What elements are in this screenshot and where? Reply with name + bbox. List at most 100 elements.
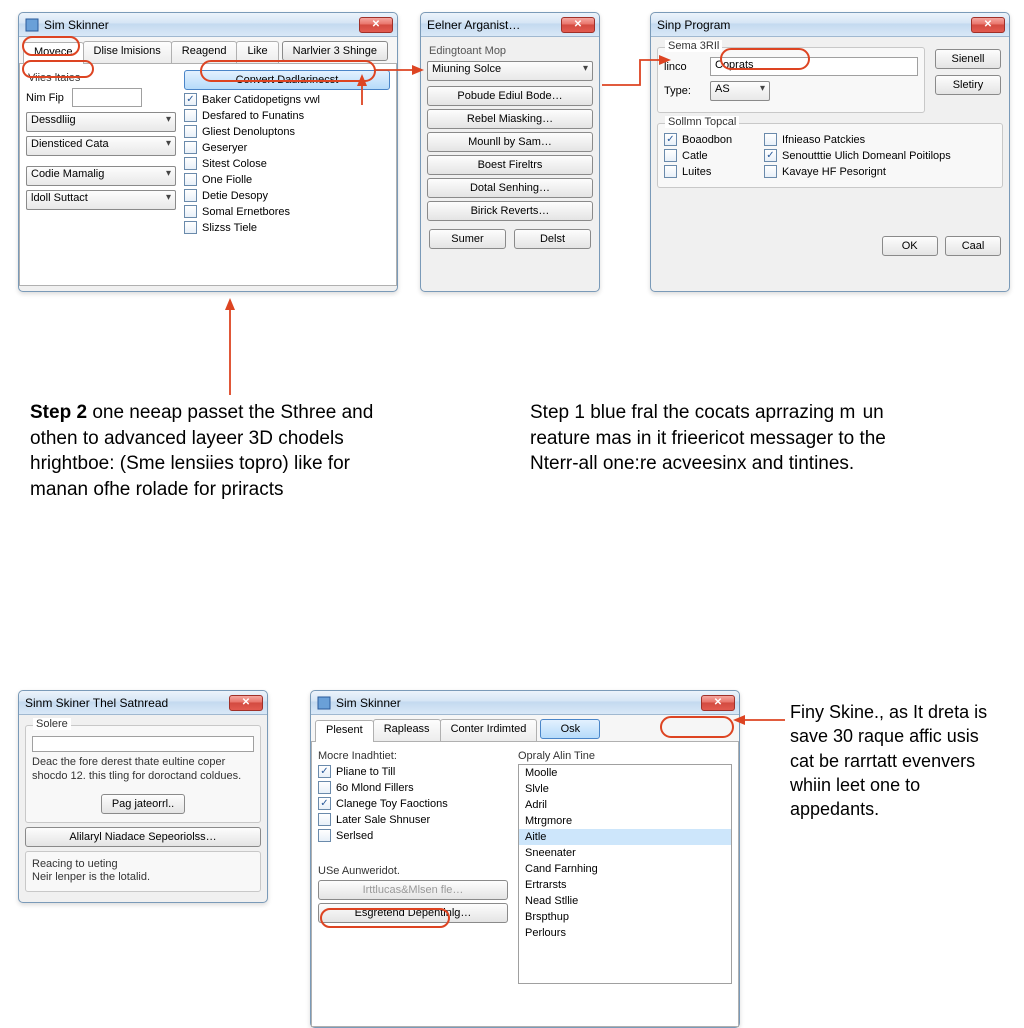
sienell-button[interactable]: Sienell: [935, 49, 1001, 69]
check-c6[interactable]: Somal Ernetbores: [184, 205, 390, 218]
type-label: Type:: [664, 85, 710, 97]
list-item[interactable]: Mtrgmore: [519, 813, 731, 829]
check-header-label: Baker Catidopetigns vwl: [202, 94, 320, 106]
list-item[interactable]: Moolle: [519, 765, 731, 781]
list-item[interactable]: Sneenater: [519, 845, 731, 861]
sumer-button[interactable]: Sumer: [429, 229, 506, 249]
check5-2[interactable]: ✓Clanege Toy Faoctions: [318, 797, 508, 810]
body: Edingtoant Mop Miuning Solce Pobude Ediu…: [421, 37, 599, 257]
caal-button[interactable]: Caal: [945, 236, 1001, 256]
btn-birick[interactable]: Birick Reverts…: [427, 201, 593, 221]
check-c0[interactable]: Desfared to Funatins: [184, 109, 390, 122]
close-icon[interactable]: ✕: [701, 695, 735, 711]
app-icon: [25, 18, 39, 32]
tab-rapleass[interactable]: Rapleass: [373, 719, 441, 741]
window-sim-skinner-2: Sim Skinner ✕ Plesent Rapleass Conter Ir…: [310, 690, 740, 1028]
mining-select[interactable]: Miuning Solce: [427, 61, 593, 81]
check-boaodbon[interactable]: ✓Boaodbon: [664, 133, 754, 146]
list-item[interactable]: Cand Farnhing: [519, 861, 731, 877]
check-c5[interactable]: Detie Desopy: [184, 189, 390, 202]
window-eelner: Eelner Arganist… ✕ Edingtoant Mop Miunin…: [420, 12, 600, 292]
pag-button[interactable]: Pag jateorrl..: [101, 794, 185, 814]
linco-label: linco: [664, 61, 710, 73]
btn-dotal[interactable]: Dotal Senhing…: [427, 178, 593, 198]
check5-0[interactable]: ✓Pliane to Till: [318, 765, 508, 778]
app-icon: [317, 696, 331, 710]
list-item[interactable]: Adril: [519, 797, 731, 813]
btn-rebel[interactable]: Rebel Miasking…: [427, 109, 593, 129]
oak-button[interactable]: Osk: [540, 719, 600, 739]
close-icon[interactable]: ✕: [561, 17, 595, 33]
check5-4[interactable]: Serlsed: [318, 829, 508, 842]
check-c7[interactable]: Slizss Tiele: [184, 221, 390, 234]
edingtoant-label: Edingtoant Mop: [429, 45, 593, 57]
select-codie[interactable]: Codie Mamalig: [26, 166, 176, 186]
type-select[interactable]: AS: [710, 81, 770, 101]
section-solere: Solere: [33, 718, 71, 730]
body: Solere Deac the fore derest thate eultin…: [19, 715, 267, 902]
list-item[interactable]: Perlours: [519, 925, 731, 941]
solere-input[interactable]: [32, 736, 254, 752]
use-label: USe Aunweridot.: [318, 865, 508, 877]
sletiry-button[interactable]: Sletiry: [935, 75, 1001, 95]
close-icon[interactable]: ✕: [971, 17, 1005, 33]
nim-input[interactable]: [72, 88, 142, 107]
linco-input[interactable]: Coprats: [710, 57, 918, 76]
check-catle[interactable]: Catle: [664, 149, 754, 162]
list-item[interactable]: Ertrarsts: [519, 877, 731, 893]
check5-1[interactable]: 6o Mlond Fillers: [318, 781, 508, 794]
check-c3[interactable]: Sitest Colose: [184, 157, 390, 170]
list-alin[interactable]: MoolleSlvleAdrilMtrgmoreAitleSneenaterCa…: [518, 764, 732, 984]
row-nim: Nim Fip: [26, 88, 176, 107]
window-title: Sim Skinner: [336, 696, 401, 710]
btn-boest[interactable]: Boest Fireltrs: [427, 155, 593, 175]
caption-step2: Step 2 one neeap passet the Sthree and o…: [30, 400, 410, 503]
nim-label: Nim Fip: [26, 92, 72, 104]
list-item[interactable]: Nead Stllie: [519, 893, 731, 909]
delst-button[interactable]: Delst: [514, 229, 591, 249]
narlvier-button[interactable]: Narlvier 3 Shinge: [282, 41, 388, 61]
btn-pobude[interactable]: Pobude Ediul Bode…: [427, 86, 593, 106]
convert-button[interactable]: Convert Dadlarinecst: [184, 70, 390, 90]
check-c2[interactable]: Geseryer: [184, 141, 390, 154]
check-ifnieaso[interactable]: Ifnieaso Patckies: [764, 133, 996, 146]
window-title: Sinm Skiner Thel Satnread: [25, 696, 168, 710]
tab-conter[interactable]: Conter Irdimted: [440, 719, 538, 741]
close-icon[interactable]: ✕: [359, 17, 393, 33]
list-item[interactable]: Brspthup: [519, 909, 731, 925]
close-icon[interactable]: ✕: [229, 695, 263, 711]
panel: Mocre Inadhtiet: ✓Pliane to Till 6o Mlon…: [311, 742, 739, 1027]
window-sim-skinner-1: Sim Skinner ✕ Movece Dlise lmisions Reag…: [18, 12, 398, 292]
tab-dlise[interactable]: Dlise lmisions: [83, 41, 172, 63]
list-item[interactable]: Slvle: [519, 781, 731, 797]
window-title: Sinp Program: [657, 18, 730, 32]
list-item[interactable]: Aitle: [519, 829, 731, 845]
check-header[interactable]: ✓Baker Catidopetigns vwl: [184, 93, 390, 106]
select-dessdliig[interactable]: Dessdliig: [26, 112, 176, 132]
window-title: Sim Skinner: [44, 18, 109, 32]
check-c1[interactable]: Gliest Denoluptons: [184, 125, 390, 138]
body: Sema 3RIl linco Coprats Type: AS Sienell…: [651, 37, 1009, 264]
select-diensticed[interactable]: Diensticed Cata: [26, 136, 176, 156]
status-hdr: Reacing to ueting: [32, 858, 254, 872]
hidden-button[interactable]: Irttlucas&Mlsen fle…: [318, 880, 508, 900]
select-ldoll[interactable]: ldoll Suttact: [26, 190, 176, 210]
export-button[interactable]: Esgretend Depentinlg…: [318, 903, 508, 923]
alilaryl-button[interactable]: Alilaryl Niadace Sepeoriolss…: [25, 827, 261, 847]
check-c4[interactable]: One Fiolle: [184, 173, 390, 186]
check-kavaye[interactable]: Kavaye HF Pesorignt: [764, 165, 996, 178]
tabs: Movece Dlise lmisions Reagend Like Narlv…: [19, 37, 397, 64]
tab-movece[interactable]: Movece: [23, 42, 84, 64]
tab-plesent[interactable]: Plesent: [315, 720, 374, 742]
check-senoutttie[interactable]: ✓Senoutttie Ulich Domeanl Poitilops: [764, 149, 996, 162]
check5-3[interactable]: Later Sale Shnuser: [318, 813, 508, 826]
btn-mounll[interactable]: Mounll by Sam…: [427, 132, 593, 152]
caption-step1: Step 1 blue fral the cocats aprrazing m …: [530, 400, 910, 477]
titlebar: Eelner Arganist… ✕: [421, 13, 599, 37]
check-luites[interactable]: Luites: [664, 165, 754, 178]
desc-text: Deac the fore derest thate eultine coper…: [32, 756, 254, 784]
tab-like[interactable]: Like: [236, 41, 278, 63]
ok-button[interactable]: OK: [882, 236, 938, 256]
tab-reagend[interactable]: Reagend: [171, 41, 238, 63]
caption-right: Finy Skine., as It dreta is save 30 raqu…: [790, 700, 1000, 821]
